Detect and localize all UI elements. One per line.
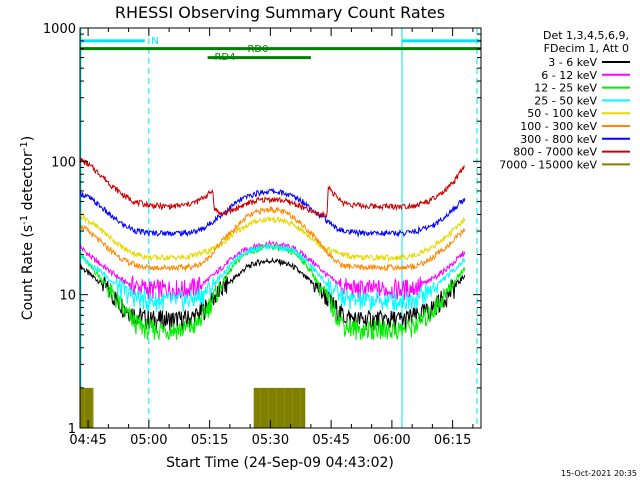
flag-label-n: N (151, 36, 158, 47)
x-tick-label-0: 04:45 (69, 433, 106, 448)
legend-label-1: 6 - 12 keV (541, 69, 597, 82)
x-tick-label-4: 05:45 (312, 433, 349, 448)
legend-label-3: 25 - 50 keV (534, 94, 597, 107)
series-line-5 (79, 206, 466, 273)
y-axis-label: Count Rate (s-1 detector-1) (19, 136, 36, 320)
chart-title: RHESSI Observing Summary Count Rates (115, 3, 445, 22)
plot-frame (79, 27, 482, 429)
y-tick-label-1: 10 (59, 289, 76, 304)
y-axis-label-sup2: -1 (19, 141, 30, 151)
vertical-markers (80, 28, 478, 428)
series-line-3 (79, 243, 466, 312)
series-line-7 (79, 157, 465, 219)
x-axis-ticks: 04:45 05:00 05:15 05:30 05:45 06:00 06:15 (69, 28, 474, 448)
x-axis-label: Start Time (24-Sep-09 04:43:02) (166, 455, 394, 471)
y-tick-label-0: 1 (68, 422, 76, 437)
legend: Det 1,3,4,5,6,9, FDecim 1, Att 0 3 - 6 k… (499, 29, 630, 171)
x-tick-label-3: 05:30 (252, 433, 289, 448)
flag-label-rd0: RD0 (247, 44, 268, 55)
x-tick-label-5: 06:00 (373, 433, 410, 448)
legend-label-0: 3 - 6 keV (548, 56, 597, 69)
series-line-1 (79, 239, 466, 301)
y-axis-label-mid: detector (20, 151, 36, 215)
legend-label-7: 800 - 7000 keV (513, 146, 597, 159)
plot-area: N RD0 RD4 (79, 28, 481, 428)
y-tick-label-3: 1000 (43, 22, 76, 37)
legend-label-8: 7000 - 15000 keV (499, 158, 597, 171)
x-tick-label-1: 05:00 (130, 433, 167, 448)
y-axis-label-post: ) (20, 136, 36, 141)
observing-flags: N RD0 RD4 (80, 36, 481, 63)
flag-label-rd4: RD4 (214, 52, 235, 63)
series-line-4 (79, 211, 466, 263)
x-tick-label-2: 05:15 (191, 433, 228, 448)
series-line-8 (80, 387, 306, 428)
legend-label-2: 12 - 25 keV (534, 82, 597, 95)
series-lines (79, 157, 466, 428)
legend-label-4: 50 - 100 keV (527, 107, 597, 120)
x-tick-label-6: 06:15 (434, 433, 471, 448)
timestamp: 15-Oct-2021 20:35 (561, 469, 637, 478)
legend-label-6: 300 - 800 keV (520, 133, 597, 146)
y-tick-label-2: 100 (51, 155, 76, 170)
legend-label-5: 100 - 300 keV (520, 120, 597, 133)
series-line-0 (79, 257, 466, 332)
legend-header-2: FDecim 1, Att 0 (544, 42, 629, 55)
legend-header-1: Det 1,3,4,5,6,9, (543, 29, 629, 42)
y-axis-label-pre: Count Rate (s (20, 225, 36, 320)
y-axis-ticks: 1 10 100 1000 (43, 22, 481, 437)
y-axis-label-sup1: -1 (19, 215, 30, 225)
series-line-6 (79, 187, 466, 238)
